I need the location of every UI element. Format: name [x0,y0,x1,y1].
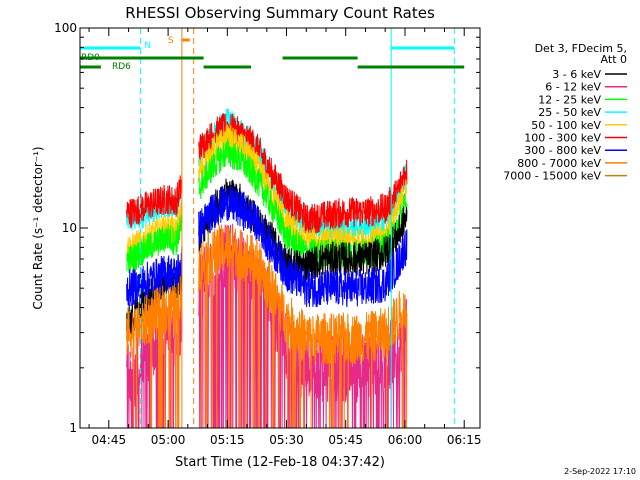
annotation-label-rd6: RD6 [112,62,131,72]
series-line-800-7000-kev-part-2 [198,223,408,429]
series-line-12-25-kev-part-1 [126,213,183,274]
series-line-12-25-kev-part-2 [198,138,408,268]
x-tick-label-4: 05:30 [269,433,304,447]
series-line-800-7000-kev-part-1 [126,276,183,429]
plot-area: N S RD0 RD6 1 10 100 04:45 05:00 05:15 05:30 05:45 0… [54,21,481,447]
legend-label-25-50-kev: 25 - 50 keV [538,106,601,119]
legend-label-6-12-kev: 6 - 12 keV [545,81,601,94]
series-line-300-800-kev-part-2 [198,184,408,308]
legend-label-100-300-kev: 100 - 300 keV [524,132,601,145]
legend-label-7000-15000-kev: 7000 - 15000 keV [503,170,601,183]
legend-label-12-25-kev: 12 - 25 keV [538,93,601,106]
legend-header-2: Att 0 [601,53,627,66]
x-tick-label-6: 06:00 [388,433,423,447]
legend-header-1: Det 3, FDecim 5, [535,42,627,55]
legend-label-3-6-kev: 3 - 6 keV [552,68,601,81]
footer-date: 2-Sep-2022 17:10 [564,467,636,476]
y-tick-label-2: 10 [62,221,77,235]
legend-label-800-7000-kev: 800 - 7000 keV [517,157,601,170]
legend-label-300-800-kev: 300 - 800 keV [524,144,601,157]
y-axis-label: Count Rate (s⁻¹ detector⁻¹) [31,146,45,309]
y-tick-label-3: 100 [54,21,77,35]
x-tick-label-3: 05:15 [210,433,245,447]
x-tick-label-5: 05:45 [328,433,363,447]
series-line-300-800-kev-part-1 [126,246,183,307]
x-axis-label: Start Time (12-Feb-18 04:37:42) [175,455,385,470]
annotation-label-n: N [144,41,151,51]
annotation-label-rd0: RD0 [81,53,100,63]
annotation-label-s: S [168,36,174,46]
chart-title: RHESSI Observing Summary Count Rates [125,4,435,22]
legend-label-50-100-kev: 50 - 100 keV [531,119,601,132]
x-tick-label-7: 06:15 [447,433,482,447]
x-tick-label-2: 05:00 [151,433,186,447]
series-line-100-300-kev-part-1 [126,175,183,228]
x-tick-label-1: 04:45 [92,433,127,447]
y-tick-label-1: 1 [69,421,77,435]
series-line-50-100-kev-part-1 [126,200,183,262]
